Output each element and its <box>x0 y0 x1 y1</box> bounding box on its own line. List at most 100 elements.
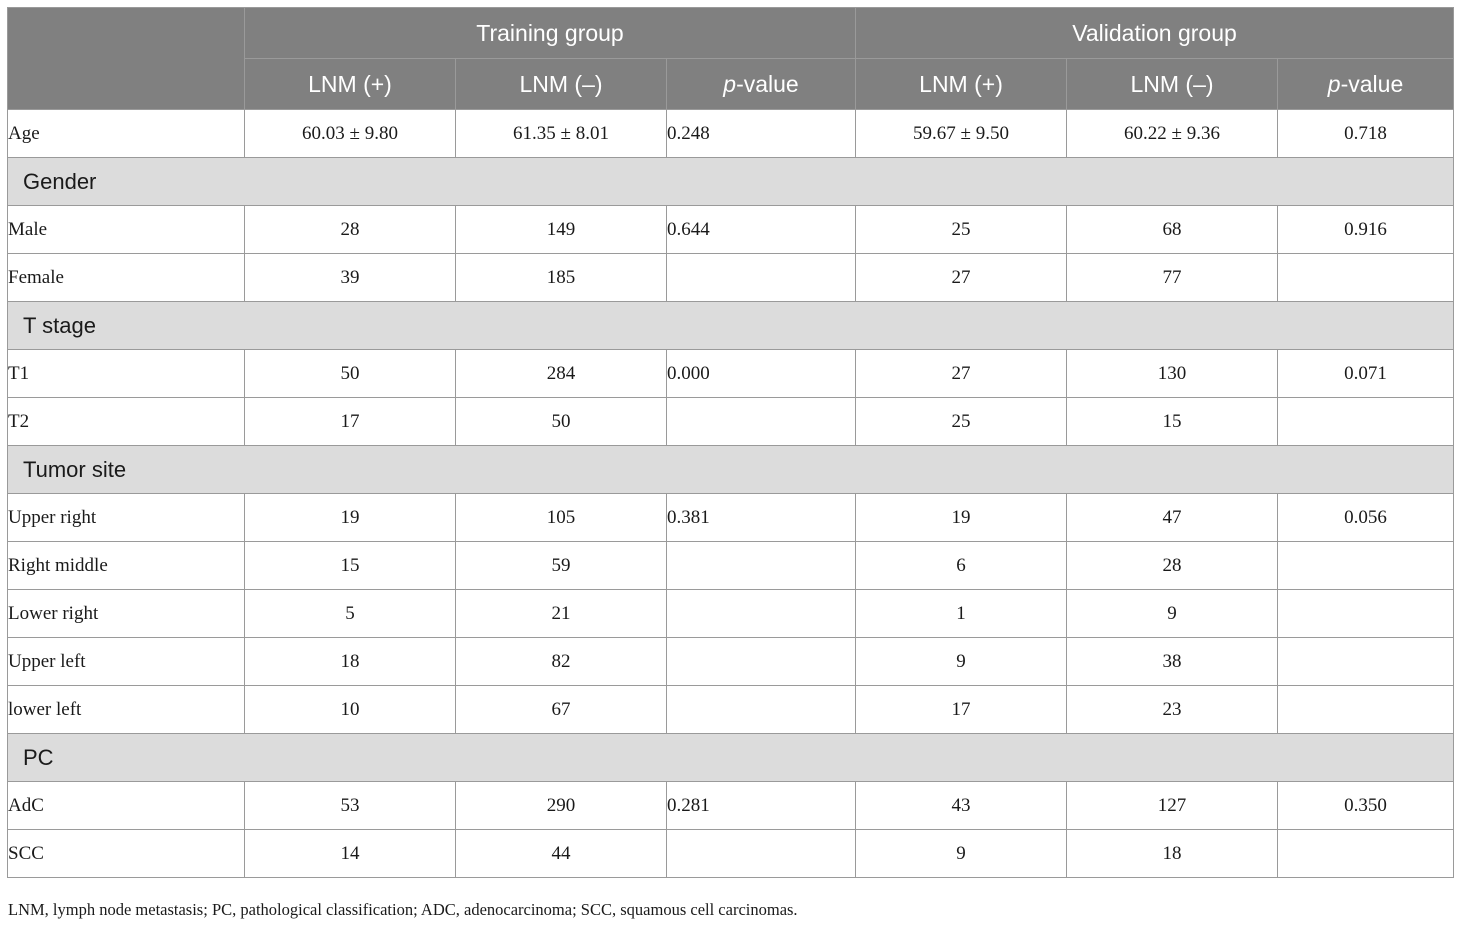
table-cell: 47 <box>1066 493 1279 542</box>
table-cell: 44 <box>455 829 667 878</box>
table-cell: 21 <box>455 589 667 638</box>
table-cell: 18 <box>244 637 456 686</box>
table-body: Age 60.03 ± 9.80 61.35 ± 8.01 0.248 59.67 ± … <box>6 109 1455 878</box>
p-value-cell <box>665 589 857 638</box>
table-cell: 39 <box>244 253 456 302</box>
p-value-cell <box>1277 541 1455 590</box>
table-cell: 15 <box>1066 397 1279 446</box>
table-row: AdC 53 290 0.281 43 127 0.350 <box>7 781 1455 830</box>
p-value-cell <box>665 541 857 590</box>
table-cell: 68 <box>1066 205 1279 254</box>
table-cell: 77 <box>1066 253 1279 302</box>
table-row: Age 60.03 ± 9.80 61.35 ± 8.01 0.248 59.67 ± … <box>7 109 1455 158</box>
table-cell: 60.22 ± 9.36 <box>1066 109 1279 158</box>
table-cell: 38 <box>1066 637 1279 686</box>
group-header-validation: Validation group <box>855 7 1455 59</box>
table-cell: 60.03 ± 9.80 <box>244 109 456 158</box>
row-label: Right middle <box>7 541 245 590</box>
table-row: Lower right 5 21 1 9 <box>7 589 1455 638</box>
p-value-cell <box>665 397 857 446</box>
section-label: T stage <box>6 301 1455 350</box>
section-row: PC <box>6 733 1455 782</box>
table-cell: 53 <box>244 781 456 830</box>
table-cell: 19 <box>855 493 1068 542</box>
column-header-italic: p <box>723 70 737 97</box>
table-cell: 17 <box>244 397 456 446</box>
table-cell: 59 <box>455 541 667 590</box>
table-cell: 50 <box>455 397 667 446</box>
data-table: Training group Validation group LNM (+) L… <box>6 7 1455 878</box>
table-cell: 28 <box>1066 541 1279 590</box>
p-value-cell <box>1277 829 1455 878</box>
table-row: Upper left 18 82 9 38 <box>7 637 1455 686</box>
table-cell: 17 <box>855 685 1068 734</box>
table-cell: 27 <box>855 253 1068 302</box>
table-cell: 185 <box>455 253 667 302</box>
column-header-text: -value <box>736 70 799 97</box>
group-header-training: Training group <box>243 7 857 59</box>
p-value-cell <box>1277 589 1455 638</box>
table-cell: 25 <box>855 397 1068 446</box>
table-cell: 6 <box>855 541 1068 590</box>
p-value-cell <box>665 637 857 686</box>
p-value-cell <box>665 685 857 734</box>
table-cell: 284 <box>455 349 667 398</box>
p-value-cell: 0.000 <box>665 349 857 398</box>
section-row: Gender <box>6 157 1455 206</box>
column-header: LNM (+) <box>244 58 456 110</box>
p-value-cell <box>1277 637 1455 686</box>
row-label: AdC <box>7 781 245 830</box>
table-header: Training group Validation group LNM (+) L… <box>7 7 1455 110</box>
table-cell: 10 <box>244 685 456 734</box>
table-cell: 82 <box>455 637 667 686</box>
row-label: lower left <box>7 685 245 734</box>
table-row: Male 28 149 0.644 25 68 0.916 <box>7 205 1455 254</box>
p-value-cell: 0.381 <box>665 493 857 542</box>
row-label: Lower right <box>7 589 245 638</box>
table-cell: 50 <box>244 349 456 398</box>
column-header: p-value <box>1277 58 1455 110</box>
row-label: Age <box>7 109 245 158</box>
row-label: Upper left <box>7 637 245 686</box>
table-cell: 14 <box>244 829 456 878</box>
row-label: T2 <box>7 397 245 446</box>
column-header-italic: p <box>1327 70 1341 97</box>
table-row: SCC 14 44 9 18 <box>7 829 1455 878</box>
row-label: Male <box>7 205 245 254</box>
table-cell: 67 <box>455 685 667 734</box>
p-value-cell: 0.644 <box>665 205 857 254</box>
section-label: PC <box>6 733 1455 782</box>
column-header-text: -value <box>1340 70 1404 97</box>
p-value-cell <box>1277 397 1455 446</box>
section-label: Gender <box>6 157 1455 206</box>
p-value-cell: 0.071 <box>1277 349 1455 398</box>
table-cell: 9 <box>855 637 1068 686</box>
table-cell: 290 <box>455 781 667 830</box>
table-cell: 127 <box>1066 781 1279 830</box>
row-label: SCC <box>7 829 245 878</box>
table-row: Female 39 185 27 77 <box>7 253 1455 302</box>
column-header-text: LNM (–) <box>1130 70 1214 97</box>
row-label: Female <box>7 253 245 302</box>
table-footnote: LNM, lymph node metastasis; PC, patholog… <box>8 900 798 919</box>
p-value-cell <box>665 253 857 302</box>
table-cell: 61.35 ± 8.01 <box>455 109 667 158</box>
p-value-cell <box>665 829 857 878</box>
column-header-text: LNM (+) <box>919 70 1003 97</box>
table-cell: 149 <box>455 205 667 254</box>
p-value-cell: 0.916 <box>1277 205 1455 254</box>
section-label: Tumor site <box>6 445 1455 494</box>
table-cell: 27 <box>855 349 1068 398</box>
row-label: T1 <box>7 349 245 398</box>
table-cell: 5 <box>244 589 456 638</box>
p-value-cell: 0.350 <box>1277 781 1455 830</box>
table-cell: 15 <box>244 541 456 590</box>
p-value-cell: 0.718 <box>1277 109 1455 158</box>
table-cell: 9 <box>1066 589 1279 638</box>
table-cell: 43 <box>855 781 1068 830</box>
column-header: p-value <box>665 58 857 110</box>
table-cell: 25 <box>855 205 1068 254</box>
table-row: Upper right 19 105 0.381 19 47 0.056 <box>7 493 1455 542</box>
column-header: LNM (–) <box>455 58 667 110</box>
table-cell: 19 <box>244 493 456 542</box>
